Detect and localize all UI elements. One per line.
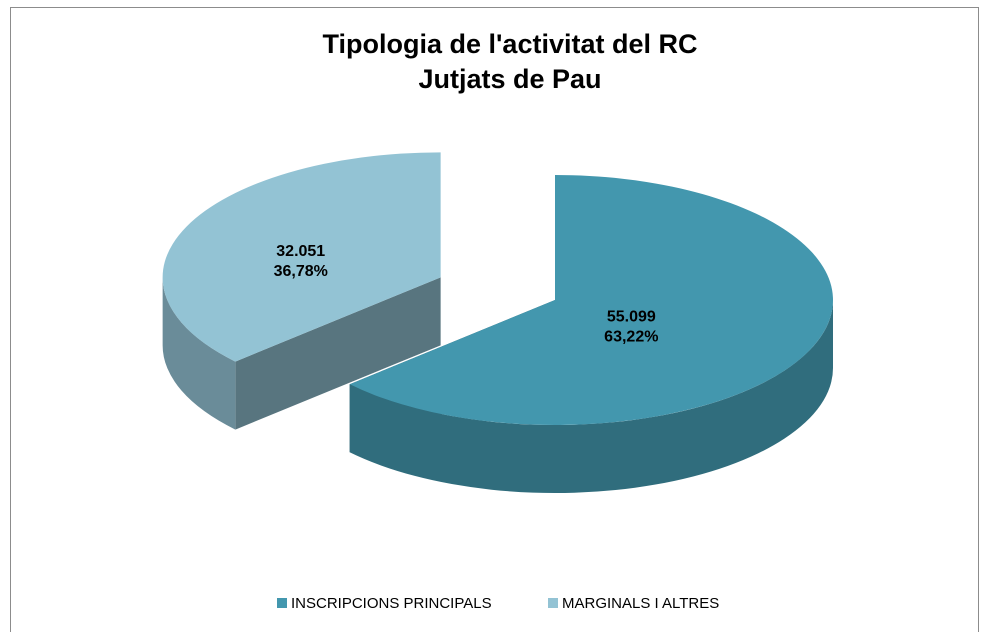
data-label: 55.099 bbox=[607, 308, 656, 325]
slice bbox=[349, 175, 833, 425]
legend-marker bbox=[548, 598, 558, 608]
pie bbox=[162, 152, 833, 494]
legend-marker bbox=[277, 598, 287, 608]
slice-side bbox=[349, 300, 833, 494]
percentage-label: 36,78% bbox=[274, 263, 328, 280]
slice-side bbox=[162, 277, 236, 430]
legend: INSCRIPCIONS PRINCIPALS MARGINALS I ALTRE… bbox=[277, 595, 719, 612]
data-label: 32.051 bbox=[276, 243, 325, 260]
chart-title: Tipologia de l'activitat del RC bbox=[323, 29, 698, 59]
chart-subtitle: Jutjats de Pau bbox=[418, 64, 601, 94]
chart-frame bbox=[10, 7, 979, 632]
slice-face bbox=[235, 277, 441, 430]
percentage-label: 63,22% bbox=[604, 328, 658, 345]
legend-label: MARGINALS I ALTRES bbox=[562, 595, 719, 612]
data-labels: 32.051 36,78% 55.099 63,22% bbox=[274, 243, 659, 346]
slice bbox=[162, 152, 441, 362]
legend-label: INSCRIPCIONS PRINCIPALS bbox=[291, 595, 492, 612]
